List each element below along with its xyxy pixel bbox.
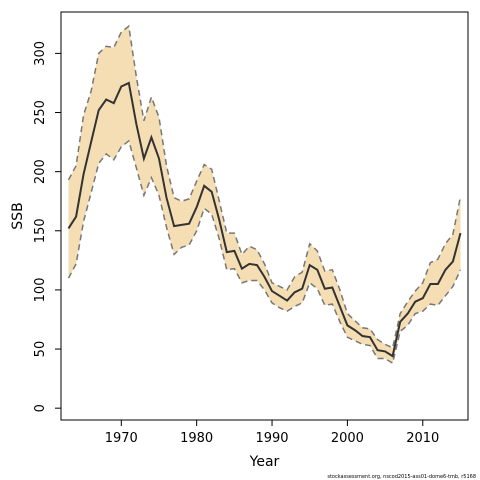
y-axis: 0 50 100 150 200 250 300 <box>33 41 61 412</box>
x-tick-label: 1990 <box>255 431 288 446</box>
x-tick-label: 1980 <box>180 431 213 446</box>
y-axis-title: SSB <box>10 202 26 229</box>
footnote: stockassessment.org, nscod2015-ass01-dom… <box>327 474 476 480</box>
estimate-line <box>67 81 462 358</box>
lower-bound-line <box>67 139 462 365</box>
x-axis-title: Year <box>249 454 280 470</box>
y-tick-label: 200 <box>33 159 48 184</box>
y-tick-label: 300 <box>33 41 48 66</box>
x-tick-label: 2010 <box>406 431 439 446</box>
y-tick-label: 0 <box>33 404 48 412</box>
y-tick-label: 150 <box>33 218 48 243</box>
x-tick-label: 1970 <box>105 431 138 446</box>
y-tick-label: 250 <box>33 100 48 125</box>
y-tick-label: 50 <box>33 341 48 358</box>
plot-frame <box>60 11 469 421</box>
y-tick-label: 100 <box>33 277 48 302</box>
plot-area <box>67 24 462 365</box>
confidence-band <box>68 26 461 364</box>
x-tick-label: 2000 <box>331 431 364 446</box>
upper-bound-line <box>67 24 462 349</box>
x-axis: 1970 1980 1990 2000 2010 <box>105 420 439 446</box>
